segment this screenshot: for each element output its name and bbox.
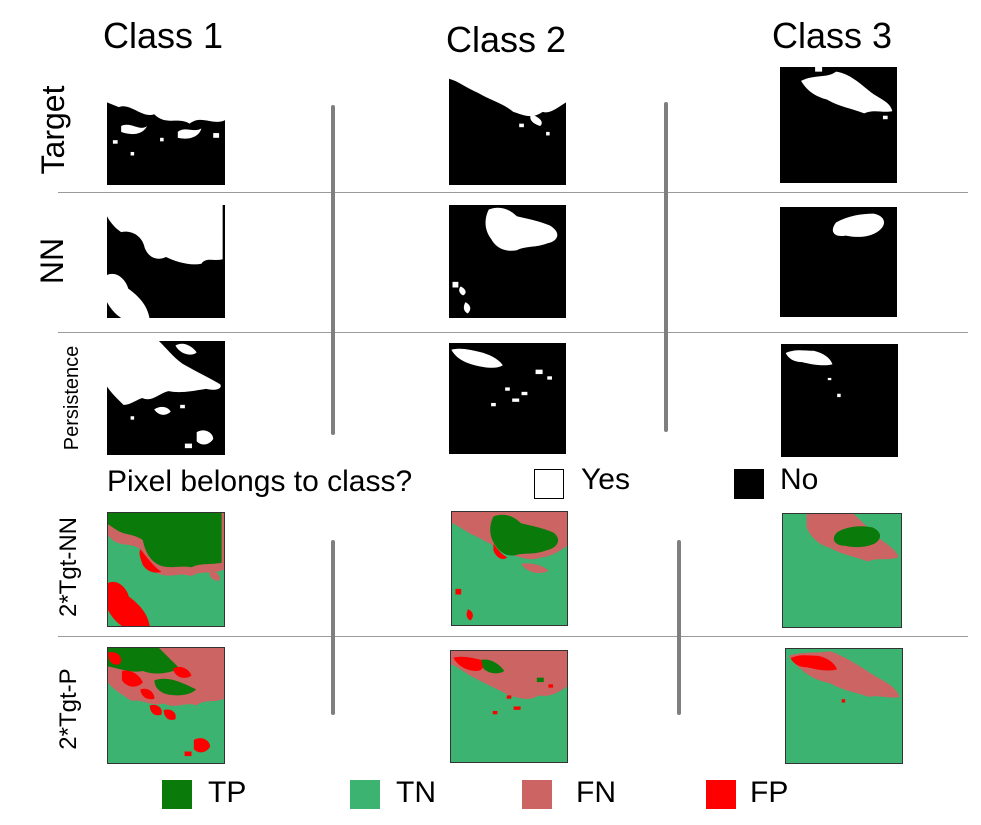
panel-tgt-nn-class-2 (451, 511, 568, 626)
panel-target-class-2 (449, 67, 566, 185)
yes-label: Yes (581, 463, 630, 496)
panel-tgt-p-class-1 (107, 647, 225, 764)
panel-target-class-1 (107, 67, 225, 185)
panel-persistence-class-3 (781, 344, 898, 457)
row-label-target: Target (35, 85, 71, 175)
column-title-class-3: Class 3 (772, 15, 893, 56)
tn-swatch (350, 780, 380, 809)
row-label-tgt-nn: 2*Tgt-NN (55, 516, 82, 618)
fn-label: FN (576, 776, 616, 809)
yes-swatch (534, 469, 564, 499)
row-label-tgt-p: 2*Tgt-P (55, 668, 82, 750)
panel-target-class-3 (780, 67, 897, 183)
column-title-class-2: Class 2 (446, 19, 567, 60)
row-label-persistence: Persistence (61, 345, 83, 451)
tp-swatch (162, 780, 192, 809)
fp-swatch (706, 780, 736, 809)
panel-tgt-nn-class-1 (107, 512, 225, 627)
panel-tgt-p-class-2 (450, 650, 568, 763)
row-separator (58, 332, 968, 333)
row-separator (58, 636, 968, 637)
no-label: No (780, 463, 819, 496)
panel-persistence-class-2 (449, 343, 566, 454)
panel-nn-class-1 (107, 205, 225, 318)
tn-label: TN (396, 776, 436, 809)
no-swatch (734, 469, 764, 499)
column-separator (331, 105, 335, 435)
column-title-class-1: Class 1 (103, 15, 224, 56)
panel-tgt-p-class-3 (785, 648, 903, 764)
column-separator (677, 540, 681, 715)
panel-persistence-class-1 (107, 341, 225, 455)
column-separator (664, 102, 668, 432)
column-separator (331, 540, 335, 715)
panel-nn-class-2 (449, 205, 566, 318)
binary-legend-question: Pixel belongs to class? (107, 465, 413, 498)
fn-swatch (522, 780, 552, 809)
panel-tgt-nn-class-3 (782, 513, 902, 628)
row-separator (58, 192, 968, 193)
panel-nn-class-3 (780, 207, 897, 317)
tp-label: TP (208, 776, 247, 809)
row-label-nn: NN (34, 237, 70, 285)
fp-label: FP (750, 776, 789, 809)
